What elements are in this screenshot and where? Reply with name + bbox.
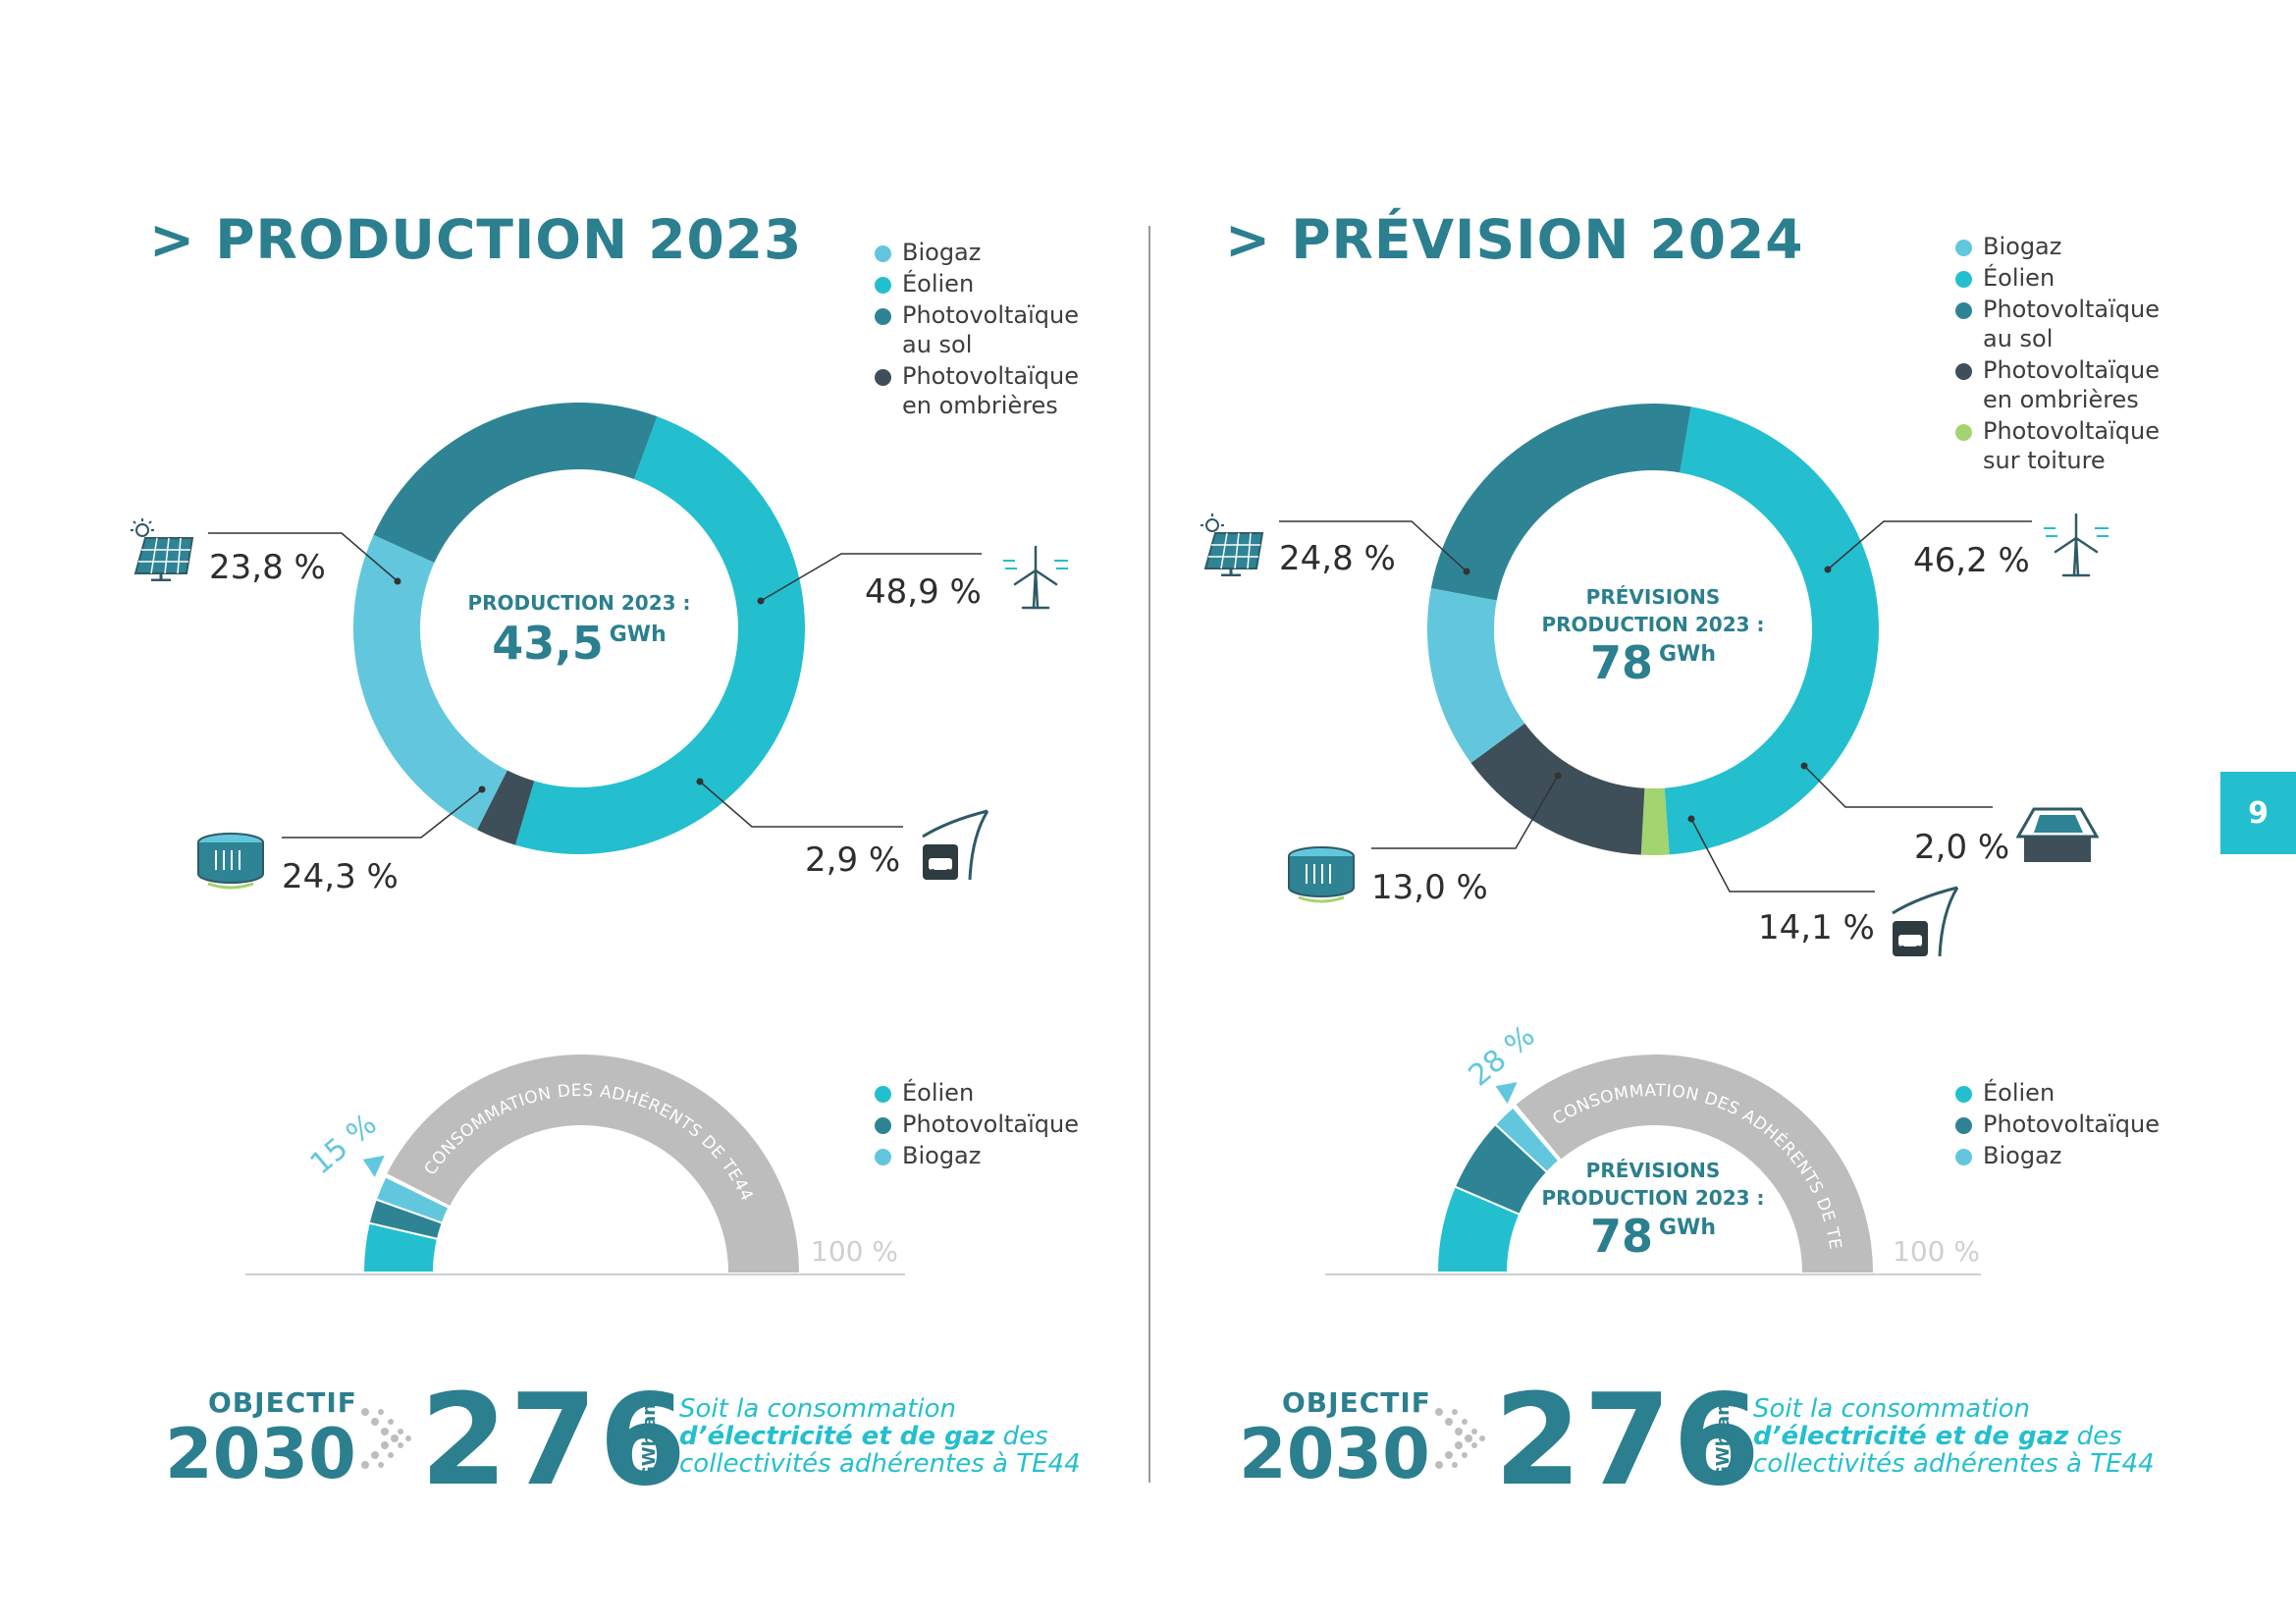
arc-legend-item-biogaz: Biogaz — [875, 1141, 1130, 1170]
arc-segment-biogaz — [374, 1174, 451, 1224]
car-shade-icon — [922, 809, 989, 881]
rooftop-solar-icon — [2016, 807, 2099, 862]
arc-legend-item-eolien: Éolien — [875, 1078, 1130, 1108]
leader-dot — [1463, 568, 1470, 575]
legend-item-pv-toiture: Photovoltaïque sur toiture — [1955, 416, 2191, 475]
right-objective-value: 276 — [1494, 1368, 1763, 1514]
solar-panel-icon — [131, 518, 194, 581]
biogas-tank-icon — [1288, 846, 1355, 903]
leader-line — [1803, 765, 1993, 808]
legend-item-pv-ombrieres: Photovoltaïque en ombrières — [875, 361, 1110, 420]
wind-turbine-icon — [1003, 545, 1068, 610]
leader-dot — [757, 597, 765, 605]
legend-item-pv-ombrieres: Photovoltaïque en ombrières — [1955, 355, 2191, 414]
right-title: > PRÉVISION 2024 — [1225, 208, 1804, 271]
leader-line — [1690, 818, 1875, 893]
right-center-label: PRÉVISIONS PRODUCTION 2023 : — [1541, 585, 1765, 636]
arc-legend-item-pv: Photovoltaïque — [1955, 1110, 2211, 1139]
legend-item-pv-sol: Photovoltaïque au sol — [875, 300, 1110, 359]
left-legend: Biogaz Éolien Photovoltaïque au sol Phot… — [875, 238, 1110, 422]
arc-legend-item-eolien: Éolien — [1955, 1078, 2211, 1108]
right-pct-biogaz: 13,0 % — [1371, 868, 1488, 907]
left-title: > PRODUCTION 2023 — [149, 208, 803, 271]
leader-dot — [394, 577, 401, 585]
right-pct-pv-sol: 24,8 % — [1279, 539, 1396, 578]
right-arc-center-label: PRÉVISIONS PRODUCTION 2023 : — [1541, 1159, 1765, 1210]
arc-segment-photovolta-que — [367, 1198, 444, 1241]
right-arc-full-label: 100 % — [1893, 1235, 1980, 1268]
right-objective-unit: GWh/an — [1713, 1403, 1734, 1481]
left-arc-full-label: 100 % — [811, 1235, 898, 1268]
arc-segment--olien — [361, 1221, 440, 1273]
wind-turbine-icon — [2044, 513, 2109, 577]
left-objective-unit: GWh/an — [639, 1403, 660, 1481]
legend-item-biogaz: Biogaz — [875, 238, 1110, 267]
donut-slice-photovolta-que-au-sol — [1430, 404, 1691, 601]
right-arc-share-label: 28 % — [1462, 1018, 1542, 1094]
legend-item-eolien: Éolien — [875, 269, 1110, 298]
leader-dot — [696, 778, 704, 785]
right-arc-center-value: 78 GWh — [1589, 1210, 1716, 1263]
left-pct-eolien: 48,9 % — [865, 572, 982, 612]
right-legend: Biogaz Éolien Photovoltaïque au sol Phot… — [1955, 232, 2191, 477]
donut-slice-photovolta-que-en-ombri-res — [477, 770, 535, 845]
right-arc-legend: Éolien Photovoltaïque Biogaz — [1955, 1078, 2211, 1172]
leader-dot — [1687, 815, 1695, 823]
right-objective-text: Soit la consommation d’électricité et de… — [1753, 1394, 2155, 1479]
leader-line — [282, 788, 483, 839]
left-objective-value: 276 — [420, 1368, 689, 1514]
left-center-value: 43,5 GWh — [492, 617, 667, 670]
left-arc-legend: Éolien Photovoltaïque Biogaz — [875, 1078, 1130, 1172]
leader-dot — [478, 785, 486, 793]
arc-remaining-consumption — [387, 1055, 799, 1272]
left-objective-label: OBJECTIF — [208, 1386, 357, 1419]
right-objective-year: 2030 — [1239, 1414, 1430, 1494]
arc-title-text: CONSOMMATION DES ADHÉRENTS DE TE44 — [421, 1081, 757, 1205]
left-pct-pv-ombrieres: 2,9 % — [805, 840, 901, 880]
leader-line — [699, 781, 903, 828]
car-shade-icon — [1892, 886, 1959, 957]
right-pct-pv-ombrieres: 14,1 % — [1758, 908, 1875, 947]
leader-line — [1371, 775, 1559, 849]
leader-dot — [1824, 566, 1832, 573]
left-pct-biogaz: 24,3 % — [282, 857, 399, 896]
arc-legend-item-biogaz: Biogaz — [1955, 1141, 2211, 1170]
panel-divider — [1148, 226, 1150, 1483]
biogas-tank-icon — [197, 833, 264, 890]
left-objective-year: 2030 — [165, 1414, 356, 1494]
chevron-arrows-icon — [361, 1408, 411, 1469]
left-objective-text: Soit la consommation d’électricité et de… — [679, 1394, 1081, 1479]
arc-share-marker — [362, 1155, 385, 1177]
left-arc-share-label: 15 % — [303, 1107, 384, 1182]
right-pct-eolien: 46,2 % — [1913, 541, 2030, 580]
arc-share-marker — [1495, 1082, 1518, 1105]
right-center-value: 78 GWh — [1589, 636, 1716, 689]
arc-legend-item-pv: Photovoltaïque — [875, 1110, 1130, 1139]
legend-item-biogaz: Biogaz — [1955, 232, 2191, 261]
leader-dot — [1800, 762, 1808, 770]
page-number-tab: 9 — [2220, 772, 2296, 854]
donut-slice-photovolta-que-au-sol — [373, 402, 658, 563]
legend-item-pv-sol: Photovoltaïque au sol — [1955, 295, 2191, 353]
right-pct-pv-toiture: 2,0 % — [1914, 828, 2010, 867]
left-pct-pv-sol: 23,8 % — [209, 548, 326, 587]
chevron-arrows-icon — [1435, 1408, 1485, 1469]
solar-panel-icon — [1201, 514, 1264, 576]
legend-item-eolien: Éolien — [1955, 263, 2191, 293]
right-objective-label: OBJECTIF — [1282, 1386, 1431, 1419]
donut-slice-photovolta-que-sur-toiture — [1640, 787, 1670, 855]
left-center-label: PRODUCTION 2023 : — [467, 591, 691, 615]
leader-dot — [1554, 772, 1562, 780]
donut-slice-biogaz — [352, 534, 507, 831]
donut-slice-photovolta-que-en-ombri-res — [1470, 723, 1645, 855]
